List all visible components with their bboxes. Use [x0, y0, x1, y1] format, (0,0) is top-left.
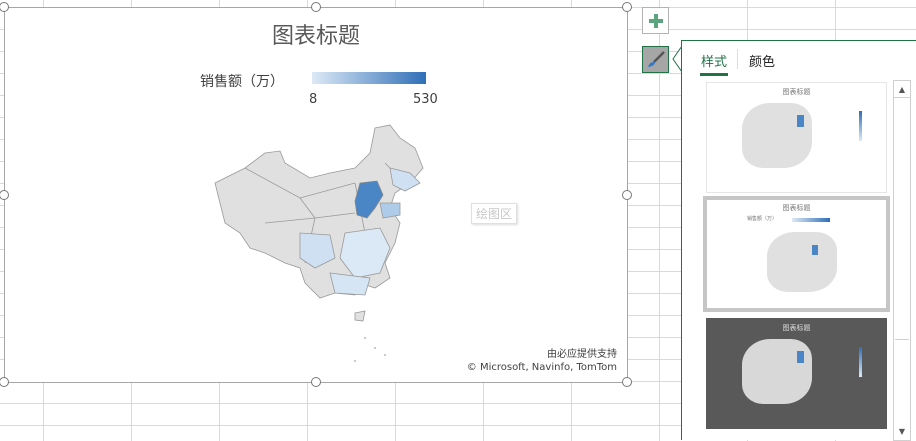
legend-max: 530: [413, 92, 438, 107]
map-region-northeast: [389, 167, 421, 192]
legend-gradient: [312, 72, 426, 84]
legend-label: 销售额（万）: [200, 74, 284, 90]
plot-area-tooltip: 绘图区: [471, 203, 518, 224]
legend-min: 8: [309, 92, 318, 107]
tab-color[interactable]: 颜色: [749, 55, 776, 70]
panel-scrollbar[interactable]: ▲ ▼: [893, 80, 911, 441]
chart-styles-button[interactable]: [642, 46, 669, 73]
tab-underline: [700, 73, 728, 76]
chart-title[interactable]: 图表标题: [271, 24, 360, 49]
style-thumb-1[interactable]: 图表标题: [706, 82, 887, 193]
panel-pointer: [672, 46, 683, 72]
resize-handle-l[interactable]: [0, 190, 9, 200]
resize-handle-r[interactable]: [622, 190, 632, 200]
thumb-title: 图表标题: [782, 204, 811, 212]
thumb-title: 图表标题: [782, 324, 811, 332]
scroll-thumb[interactable]: [895, 100, 909, 340]
resize-handle-t[interactable]: [311, 2, 321, 12]
resize-handle-b[interactable]: [311, 377, 321, 387]
resize-handle-tr[interactable]: [622, 2, 632, 12]
chart-elements-button[interactable]: [642, 7, 669, 34]
chart-style-panel: 样式 颜色 图表标题 图表标题 销售额（万） 图表标题 ▲ ▼: [681, 40, 916, 441]
paintbrush-icon: [647, 50, 665, 67]
map-region-shandong: [379, 202, 401, 219]
tab-style[interactable]: 样式: [701, 55, 728, 70]
map-region-beijing-hebei: [354, 180, 384, 219]
map-chart[interactable]: 图表标题 销售额（万） 8 530 绘图区 由必应提供支持 © Microsof…: [4, 7, 628, 383]
map-region-sichuan: [299, 232, 336, 269]
credit-line2: © Microsoft, Navinfo, TomTom: [466, 362, 617, 373]
resize-handle-tl[interactable]: [0, 2, 9, 12]
scroll-up-arrow[interactable]: ▲: [894, 81, 910, 98]
thumb-title: 图表标题: [782, 88, 811, 96]
china-map[interactable]: [205, 123, 445, 373]
tab-divider: [737, 49, 738, 69]
thumb-legend-label: 销售额（万）: [747, 216, 778, 222]
resize-handle-br[interactable]: [622, 377, 632, 387]
map-region-central: [339, 227, 391, 279]
map-region-hainan: [354, 310, 366, 322]
style-thumb-2-selected[interactable]: 图表标题 销售额（万）: [703, 196, 890, 312]
style-thumb-3-dark[interactable]: 图表标题: [706, 318, 887, 429]
plus-icon: [648, 13, 663, 28]
credit-line1: 由必应提供支持: [547, 349, 617, 360]
map-region-south: [329, 272, 371, 296]
map-credit: 由必应提供支持 © Microsoft, Navinfo, TomTom: [467, 348, 617, 374]
resize-handle-bl[interactable]: [0, 377, 9, 387]
